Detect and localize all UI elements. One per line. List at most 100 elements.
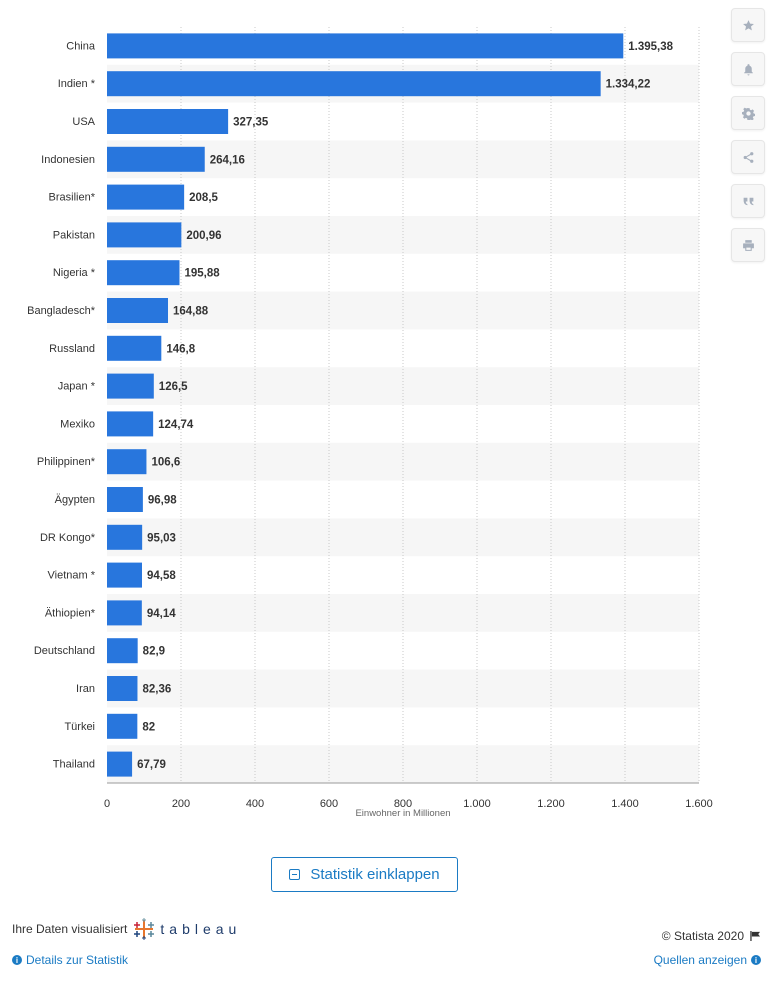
print-icon	[742, 239, 754, 251]
bar[interactable]	[107, 524, 143, 550]
share-button[interactable]	[731, 140, 765, 174]
gear-icon	[741, 107, 755, 120]
bar[interactable]	[107, 335, 162, 361]
bar[interactable]	[107, 676, 138, 701]
value-label: 327,35	[233, 117, 269, 129]
favorite-button[interactable]	[731, 8, 765, 42]
bar[interactable]	[107, 487, 143, 512]
x-tick-label: 200	[172, 798, 190, 810]
print-button[interactable]	[731, 228, 765, 262]
bar[interactable]	[107, 71, 601, 97]
x-tick-label: 0	[104, 798, 110, 810]
category-label: DR Kongo*	[40, 532, 96, 544]
share-icon	[743, 151, 753, 163]
category-label: Vietnam *	[48, 570, 96, 582]
category-label: Türkei	[64, 721, 95, 733]
value-label: 1.334,22	[606, 79, 651, 91]
value-label: 67,79	[137, 759, 166, 771]
value-label: 124,74	[158, 419, 194, 431]
bar[interactable]	[107, 562, 142, 588]
bell-icon	[743, 63, 753, 75]
star-icon	[742, 19, 754, 30]
x-tick-label: 1.000	[463, 798, 491, 810]
visualized-by-text: Ihre Daten visualisiert	[12, 922, 128, 936]
tableau-logo-icon[interactable]	[132, 917, 156, 941]
value-label: 95,03	[147, 532, 176, 544]
category-label: Japan *	[58, 381, 96, 393]
category-label: Thailand	[53, 759, 95, 771]
value-label: 1.395,38	[628, 41, 673, 53]
category-label: Philippinen*	[37, 456, 96, 468]
bar[interactable]	[107, 713, 138, 739]
category-label: Brasilien*	[49, 192, 96, 204]
value-label: 96,98	[148, 495, 177, 507]
bars	[107, 33, 624, 777]
value-label: 94,58	[147, 570, 176, 582]
bar[interactable]	[107, 600, 142, 626]
category-label: Iran	[76, 683, 95, 695]
bar[interactable]	[107, 411, 154, 437]
flag-icon[interactable]	[750, 931, 761, 941]
sources-link[interactable]: Quellen anzeigen i	[654, 953, 761, 967]
category-label: Pakistan	[53, 229, 95, 241]
notification-button[interactable]	[731, 52, 765, 86]
sources-link-label[interactable]: Quellen anzeigen	[653, 953, 747, 967]
value-label: 200,96	[186, 230, 221, 242]
category-label: Äthiopien*	[45, 607, 96, 619]
tableau-credit: Ihre Daten visualisiert tableau	[12, 917, 241, 941]
row-band	[107, 367, 699, 405]
minus-square-icon	[289, 869, 301, 880]
x-axis-ticks: 0 200 400 600 800 1.000 1.200 1.400 1.600	[104, 782, 713, 810]
bar[interactable]	[107, 146, 205, 172]
bar[interactable]	[107, 260, 180, 286]
cite-button[interactable]	[731, 184, 765, 218]
settings-button[interactable]	[731, 96, 765, 130]
collapse-statistic-button[interactable]: Statistik einklappen	[271, 857, 458, 892]
value-labels: 1.395,38 1.334,22 327,35 264,16 208,5 200,96 1…	[137, 41, 674, 771]
row-bands	[107, 64, 699, 783]
x-tick-label: 400	[246, 798, 264, 810]
x-tick-label: 1.600	[685, 798, 713, 810]
value-label: 106,6	[151, 457, 180, 469]
bar-chart: China Indien * USA Indonesien Brasilien* Paki…	[27, 27, 713, 819]
x-tick-label: 1.400	[611, 798, 639, 810]
tableau-wordmark[interactable]: tableau	[160, 921, 242, 937]
value-label: 82,9	[143, 646, 165, 658]
category-label: Ägypten	[55, 494, 95, 506]
value-label: 208,5	[189, 192, 218, 204]
copyright: © Statista 2020	[662, 929, 761, 943]
side-toolbar	[731, 8, 765, 272]
details-link-label[interactable]: Details zur Statistik	[26, 953, 129, 967]
bar[interactable]	[107, 33, 624, 59]
bar[interactable]	[107, 638, 138, 664]
category-labels: China Indien * USA Indonesien Brasilien* Paki…	[27, 40, 96, 770]
bar[interactable]	[107, 751, 133, 777]
value-label: 264,16	[210, 154, 245, 166]
value-label: 82,36	[142, 684, 171, 696]
x-tick-label: 1.200	[537, 798, 565, 810]
category-label: Indien *	[58, 78, 96, 90]
value-label: 195,88	[184, 268, 220, 280]
category-label: Nigeria *	[53, 267, 96, 279]
copyright-text: © Statista 2020	[661, 929, 744, 943]
category-label: Mexiko	[60, 418, 95, 430]
value-label: 82	[142, 721, 155, 733]
bar[interactable]	[107, 373, 154, 399]
value-label: 94,14	[147, 608, 176, 620]
bar[interactable]	[107, 222, 182, 248]
category-label: Bangladesch*	[27, 305, 96, 317]
bar[interactable]	[107, 184, 185, 210]
category-label: China	[66, 40, 96, 52]
bar[interactable]	[107, 298, 169, 323]
x-tick-label: 600	[320, 798, 338, 810]
x-tick-label: 800	[394, 798, 412, 810]
category-label: Indonesien	[41, 154, 95, 166]
value-label: 164,88	[173, 306, 209, 318]
info-icon: i	[12, 955, 22, 965]
collapse-label: Statistik einklappen	[310, 866, 440, 883]
value-label: 126,5	[159, 381, 188, 393]
quote-icon	[743, 197, 753, 205]
bar[interactable]	[107, 109, 229, 134]
details-link[interactable]: i Details zur Statistik	[12, 953, 128, 967]
bar[interactable]	[107, 449, 147, 475]
